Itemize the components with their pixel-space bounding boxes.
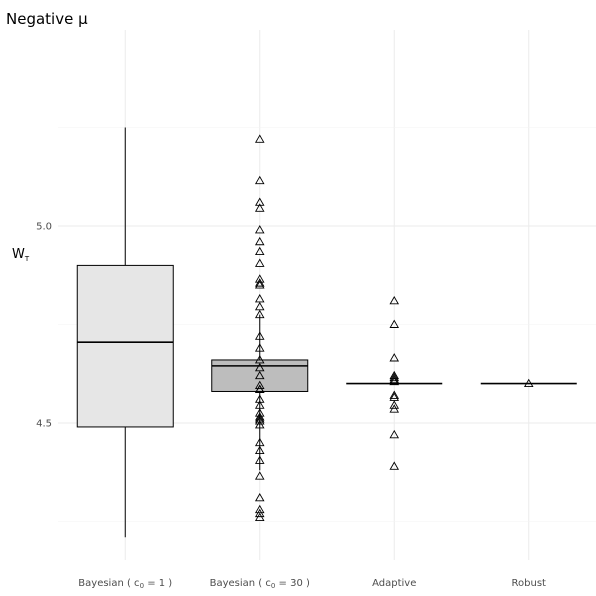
- outlier-point: [254, 309, 265, 319]
- box-body: [76, 264, 174, 428]
- chart-title: Negative μ: [6, 10, 88, 28]
- outlier-point: [254, 274, 265, 283]
- outlier-point: [254, 197, 265, 206]
- outlier-point: [389, 400, 400, 409]
- outlier-point: [254, 492, 265, 502]
- y-tick-label: 4.5: [36, 419, 52, 430]
- outlier-point: [254, 280, 265, 289]
- outlier-point: [254, 384, 265, 393]
- outlier-point: [389, 370, 400, 380]
- outlier-point: [254, 370, 265, 380]
- box-4: [480, 378, 577, 388]
- outlier-point: [254, 416, 265, 425]
- outlier-point: [254, 471, 265, 480]
- x-axis-ticks: Bayesian ( c0 = 1 ) Bayesian ( c0 = 30 ) A…: [78, 578, 546, 590]
- outlier-point: [389, 404, 400, 413]
- outlier-point: [254, 331, 265, 340]
- x-tick-label: Robust: [512, 578, 547, 589]
- outlier-point: [389, 461, 400, 470]
- outlier-point: [389, 390, 400, 399]
- outlier-point: [389, 374, 400, 384]
- y-axis-label-sub: T: [24, 255, 30, 263]
- outlier-point: [254, 236, 265, 246]
- outlier-point: [389, 429, 400, 439]
- outlier-point: [254, 414, 265, 423]
- outlier-point: [254, 445, 265, 455]
- outlier-point: [254, 134, 265, 143]
- outlier-point: [389, 295, 400, 305]
- outlier-point: [254, 258, 265, 267]
- y-tick-label: 5.0: [36, 222, 52, 233]
- outlier-point: [254, 203, 265, 212]
- outlier-point: [254, 175, 265, 185]
- x-tick-label: Bayesian ( c0 = 30 ): [210, 578, 310, 590]
- outlier-point: [254, 508, 265, 518]
- outlier-point: [389, 353, 400, 362]
- y-axis-ticks: 4.5 5.0: [36, 222, 52, 430]
- outlier-point: [254, 394, 265, 403]
- box-2: [211, 134, 309, 522]
- outlier-point: [254, 455, 265, 464]
- outlier-point: [254, 246, 265, 256]
- outlier-point: [254, 420, 265, 429]
- outlier-point: [523, 378, 534, 388]
- x-tick-label: Bayesian ( c0 = 1 ): [78, 578, 172, 590]
- outlier-point: [254, 278, 265, 287]
- boxes: [76, 127, 577, 538]
- x-tick-label: Adaptive: [372, 578, 416, 589]
- outlier-point: [254, 512, 265, 522]
- box-1: [76, 127, 174, 538]
- y-axis-label: WT: [12, 247, 30, 263]
- outlier-point: [254, 343, 265, 352]
- box-3: [346, 295, 443, 470]
- outlier-point: [254, 225, 265, 234]
- y-axis-label-main: W: [12, 247, 25, 262]
- outlier-point: [389, 319, 400, 328]
- outlier-point: [389, 376, 400, 386]
- outlier-point: [254, 380, 265, 390]
- outlier-point: [389, 372, 400, 382]
